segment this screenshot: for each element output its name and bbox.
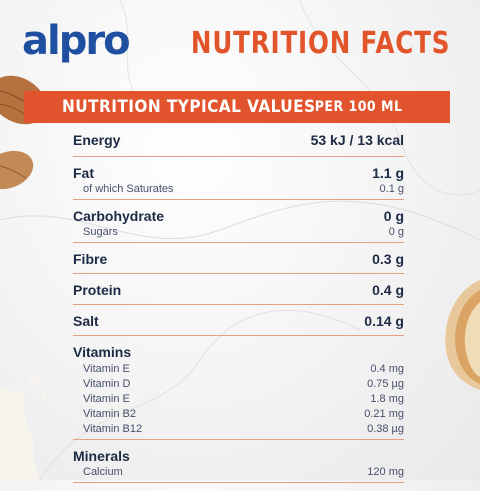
nutrient-row-fibre: Fibre 0.3 g <box>73 251 404 274</box>
vitamins-heading: Vitamins <box>73 344 132 360</box>
nutrient-value: 1.1 g <box>372 165 404 181</box>
nutrient-row-energy: Energy 53 kJ / 13 kcal <box>73 132 404 157</box>
vitamin-value: 0.38 µg <box>367 423 404 435</box>
nutrient-label: Carbohydrate <box>73 208 165 224</box>
nutrient-value: 0.3 g <box>372 251 404 267</box>
vitamin-value: 0.75 µg <box>367 378 404 390</box>
banner-per-100ml: PER 100 ML <box>314 99 402 115</box>
minerals-heading: Minerals <box>73 448 130 464</box>
sub-nutrient-row: Sugars 0 g <box>73 226 404 238</box>
table-header-banner: NUTRITION TYPICAL VALUES PER 100 ML <box>24 91 450 123</box>
nutrient-value: 53 kJ / 13 kcal <box>310 132 404 148</box>
marble-background <box>0 0 480 480</box>
nutrient-value: 0 g <box>383 208 404 224</box>
nutrient-label: Fibre <box>73 251 108 267</box>
mineral-row: Calcium 120 mg <box>73 466 404 478</box>
sub-nutrient-label: of which Saturates <box>83 183 174 195</box>
vitamin-label: Vitamin B12 <box>83 423 143 435</box>
vitamins-section: Vitamins Vitamin E 0.4 mg Vitamin D 0.75… <box>73 344 404 440</box>
sub-nutrient-row: of which Saturates 0.1 g <box>73 183 404 195</box>
vitamin-row: Vitamin B2 0.21 mg <box>73 408 404 420</box>
nutrient-label: Salt <box>73 313 99 329</box>
banner-typical-values: NUTRITION TYPICAL VALUES <box>62 97 316 117</box>
vitamin-row: Vitamin D 0.75 µg <box>73 378 404 390</box>
nutrient-label: Energy <box>73 132 121 148</box>
nutrient-label: Protein <box>73 282 122 298</box>
almond-slices-image <box>445 280 480 390</box>
vitamin-row: Vitamin B12 0.38 µg <box>73 423 404 435</box>
mineral-label: Calcium <box>83 466 123 478</box>
vitamin-value: 1.8 mg <box>370 393 404 405</box>
nutrition-table: Energy 53 kJ / 13 kcal Fat 1.1 g of whic… <box>73 132 404 491</box>
minerals-section: Minerals Calcium 120 mg <box>73 448 404 483</box>
page-title: NUTRITION FACTS <box>190 26 450 61</box>
milk-splash-image <box>0 373 47 480</box>
vitamin-label: Vitamin E <box>83 363 130 375</box>
vitamin-label: Vitamin D <box>83 378 131 390</box>
vitamin-value: 0.21 mg <box>364 408 404 420</box>
nutrient-row-protein: Protein 0.4 g <box>73 282 404 305</box>
sub-nutrient-value: 0.1 g <box>379 183 404 195</box>
alpro-logo: alpro <box>22 18 131 64</box>
nutrient-row-fat: Fat 1.1 g of which Saturates 0.1 g <box>73 165 404 200</box>
almond-image <box>0 75 47 190</box>
vitamin-row: Vitamin E 0.4 mg <box>73 363 404 375</box>
mineral-value: 120 mg <box>367 466 404 478</box>
vitamin-row: Vitamin E 1.8 mg <box>73 393 404 405</box>
nutrient-value: 0.4 g <box>372 282 404 298</box>
sub-nutrient-value: 0 g <box>388 226 404 238</box>
nutrient-value: 0.14 g <box>364 313 404 329</box>
sub-nutrient-label: Sugars <box>83 226 118 238</box>
nutrient-label: Fat <box>73 165 94 181</box>
vitamin-label: Vitamin E <box>83 393 130 405</box>
vitamin-value: 0.4 mg <box>370 363 404 375</box>
vitamin-label: Vitamin B2 <box>83 408 136 420</box>
nutrient-row-carbohydrate: Carbohydrate 0 g Sugars 0 g <box>73 208 404 243</box>
nutrient-row-salt: Salt 0.14 g <box>73 313 404 336</box>
